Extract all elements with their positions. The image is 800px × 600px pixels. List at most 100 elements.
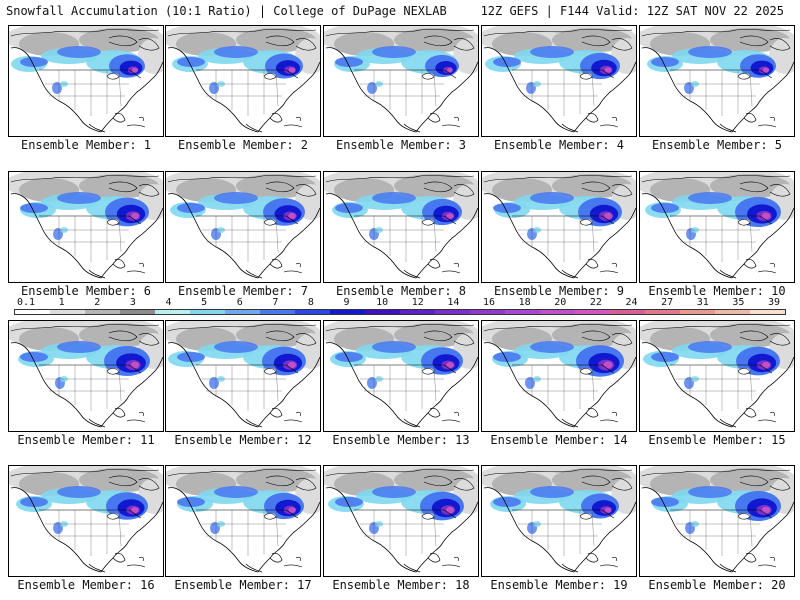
- ensemble-member-map: [323, 465, 479, 577]
- colorbar-swatch: [750, 310, 785, 314]
- colorbar-swatch: [645, 310, 680, 314]
- ensemble-member-label: Ensemble Member: 12: [174, 433, 312, 447]
- colorbar-tick-label: 12: [411, 297, 424, 308]
- ensemble-member-label: Ensemble Member: 13: [332, 433, 470, 447]
- colorbar-tick-label: 6: [236, 297, 243, 308]
- colorbar-swatch: [260, 310, 295, 314]
- ensemble-member-map: [8, 320, 164, 432]
- colorbar-tick-label: 0.1: [16, 297, 36, 308]
- colorbar-tick-label: 8: [307, 297, 314, 308]
- snowfall-map-svg: [324, 321, 478, 428]
- ensemble-member-map: [8, 465, 164, 577]
- snowfall-colorbar: 0.1 1 2 3 4 5 6 7 8 9 10 12 14 16 18 20 22 24 27 31 35 39: [14, 297, 786, 317]
- colorbar-swatch: [715, 310, 750, 314]
- ensemble-member-map: [481, 465, 637, 577]
- ensemble-member-label: Ensemble Member: 10: [648, 284, 786, 298]
- colorbar-tick-label: 2: [94, 297, 101, 308]
- snowfall-map-svg: [166, 321, 320, 428]
- colorbar-swatch: [610, 310, 645, 314]
- colorbar-swatch: [85, 310, 120, 314]
- colorbar-tick-label: 16: [483, 297, 496, 308]
- colorbar-swatches: [14, 309, 786, 315]
- colorbar-swatch: [575, 310, 610, 314]
- colorbar-tick-label: 31: [696, 297, 709, 308]
- ensemble-member-label: Ensemble Member: 19: [490, 578, 628, 592]
- ensemble-member-map: [165, 171, 321, 283]
- ensemble-member-label: Ensemble Member: 1: [20, 138, 152, 152]
- ensemble-member-map: [165, 320, 321, 432]
- snowfall-map-svg: [324, 466, 478, 573]
- snowfall-map-svg: [324, 172, 478, 279]
- ensemble-member-map: [481, 171, 637, 283]
- colorbar-swatch: [540, 310, 575, 314]
- colorbar-swatch: [470, 310, 505, 314]
- ensemble-member-label: Ensemble Member: 18: [332, 578, 470, 592]
- colorbar-tick-label: 9: [343, 297, 350, 308]
- snowfall-map-svg: [9, 26, 163, 133]
- snowfall-map-svg: [9, 172, 163, 279]
- ensemble-member-label: Ensemble Member: 9: [493, 284, 625, 298]
- colorbar-tick-label: 22: [589, 297, 602, 308]
- snowfall-map-svg: [482, 321, 636, 428]
- snowfall-map-svg: [166, 26, 320, 133]
- colorbar-swatch: [155, 310, 190, 314]
- snowfall-map-svg: [640, 26, 794, 133]
- colorbar-swatch: [225, 310, 260, 314]
- colorbar-tick-label: 5: [201, 297, 208, 308]
- colorbar-tick-label: 18: [518, 297, 531, 308]
- ensemble-member-map: [639, 171, 795, 283]
- ensemble-member-label: Ensemble Member: 20: [648, 578, 786, 592]
- ensemble-member-label: Ensemble Member: 8: [335, 284, 467, 298]
- colorbar-tick-label: 1: [58, 297, 65, 308]
- ensemble-member-map: [323, 25, 479, 137]
- ensemble-member-label: Ensemble Member: 14: [490, 433, 628, 447]
- colorbar-tick-label: 20: [554, 297, 567, 308]
- colorbar-tick-label: 3: [129, 297, 136, 308]
- ensemble-member-map: [481, 320, 637, 432]
- colorbar-tick-label: 24: [625, 297, 638, 308]
- snowfall-map-svg: [166, 172, 320, 279]
- snowfall-map-svg: [640, 466, 794, 573]
- ensemble-member-map: [639, 320, 795, 432]
- ensemble-member-label: Ensemble Member: 17: [174, 578, 312, 592]
- snowfall-map-svg: [9, 321, 163, 428]
- ensemble-member-label: Ensemble Member: 7: [177, 284, 309, 298]
- colorbar-tick-label: 27: [661, 297, 674, 308]
- ensemble-member-label: Ensemble Member: 4: [493, 138, 625, 152]
- snowfall-map-svg: [640, 321, 794, 428]
- colorbar-tick-label: 39: [767, 297, 781, 308]
- colorbar-swatch: [435, 310, 470, 314]
- ensemble-member-map: [8, 171, 164, 283]
- colorbar-swatch: [505, 310, 540, 314]
- snowfall-map-svg: [482, 466, 636, 573]
- colorbar-swatch: [295, 310, 330, 314]
- snowfall-map-svg: [640, 172, 794, 279]
- snowfall-map-svg: [482, 172, 636, 279]
- ensemble-member-label: Ensemble Member: 5: [651, 138, 783, 152]
- colorbar-tick-label: 4: [165, 297, 172, 308]
- colorbar-tick-label: 35: [732, 297, 745, 308]
- ensemble-member-label: Ensemble Member: 11: [17, 433, 155, 447]
- ensemble-member-map: [165, 465, 321, 577]
- ensemble-member-label: Ensemble Member: 2: [177, 138, 309, 152]
- colorbar-tick-label: 14: [447, 297, 460, 308]
- ensemble-member-label: Ensemble Member: 6: [20, 284, 152, 298]
- snowfall-map-svg: [166, 466, 320, 573]
- ensemble-member-map: [165, 25, 321, 137]
- ensemble-member-label: Ensemble Member: 15: [648, 433, 786, 447]
- ensemble-member-map: [639, 25, 795, 137]
- colorbar-swatch: [330, 310, 365, 314]
- ensemble-member-map: [481, 25, 637, 137]
- chart-title: Snowfall Accumulation (10:1 Ratio) | Col…: [6, 4, 447, 18]
- colorbar-tick-label: 7: [272, 297, 279, 308]
- snowfall-map-svg: [324, 26, 478, 133]
- colorbar-swatch: [365, 310, 400, 314]
- colorbar-swatch: [400, 310, 435, 314]
- ensemble-member-map: [323, 320, 479, 432]
- ensemble-member-map: [639, 465, 795, 577]
- colorbar-tick-label: 10: [376, 297, 389, 308]
- colorbar-swatch: [50, 310, 85, 314]
- colorbar-swatch: [680, 310, 715, 314]
- snowfall-map-svg: [9, 466, 163, 573]
- colorbar-swatch: [190, 310, 225, 314]
